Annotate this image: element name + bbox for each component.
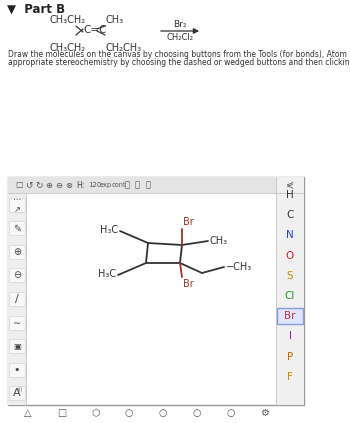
Text: ⊕: ⊕: [45, 181, 52, 190]
Bar: [9, 316, 25, 330]
Bar: [8, 177, 304, 405]
Text: P: P: [287, 352, 293, 362]
Text: Br₂: Br₂: [173, 20, 187, 29]
Text: H₃C: H₃C: [98, 269, 116, 279]
Text: 120: 120: [88, 182, 101, 188]
Text: ⤢: ⤢: [146, 181, 151, 190]
Text: ↻: ↻: [35, 181, 42, 190]
Text: H:: H:: [76, 181, 84, 190]
Bar: [8, 177, 304, 193]
Text: ⋯
↗: ⋯ ↗: [13, 195, 21, 214]
Text: CH₃CH₂: CH₃CH₂: [50, 15, 86, 25]
Text: ⓘ: ⓘ: [125, 181, 130, 190]
Text: C=C: C=C: [83, 25, 106, 35]
Text: (i): (i): [18, 387, 22, 392]
Text: CH₃CH₂: CH₃CH₂: [50, 43, 86, 53]
Text: CH₃: CH₃: [105, 15, 123, 25]
Bar: [9, 221, 25, 235]
Text: CH₂CH₃: CH₂CH₃: [105, 43, 141, 53]
Text: ⊖: ⊖: [13, 270, 21, 280]
Bar: [9, 269, 25, 283]
Text: I: I: [288, 331, 292, 341]
Bar: [9, 245, 25, 259]
Text: Br: Br: [183, 217, 194, 227]
Text: Draw the molecules on the canvas by choosing buttons from the Tools (for bonds),: Draw the molecules on the canvas by choo…: [8, 50, 347, 59]
Text: ⬡: ⬡: [91, 408, 100, 418]
Text: ∼: ∼: [13, 318, 21, 327]
Text: ☐: ☐: [15, 181, 22, 190]
Text: N: N: [286, 231, 294, 240]
Text: ✎: ✎: [13, 223, 21, 233]
Text: □: □: [57, 408, 66, 418]
Text: F: F: [287, 372, 293, 382]
Text: CH₂Cl₂: CH₂Cl₂: [167, 33, 194, 42]
Text: ↺: ↺: [25, 181, 33, 190]
Bar: [9, 198, 25, 212]
Text: ⊗: ⊗: [65, 181, 72, 190]
Text: Br: Br: [183, 279, 194, 289]
Text: H₃C: H₃C: [100, 225, 118, 235]
Text: Cl: Cl: [285, 291, 295, 301]
Text: exp: exp: [100, 182, 112, 188]
Text: ○: ○: [193, 408, 201, 418]
Text: /: /: [15, 294, 19, 304]
Bar: [8, 193, 26, 405]
Text: S: S: [287, 271, 293, 281]
Text: ⊖: ⊖: [55, 181, 62, 190]
Bar: [277, 308, 303, 324]
Bar: [9, 339, 25, 353]
Text: A: A: [13, 388, 21, 398]
Text: ○: ○: [226, 408, 234, 418]
Text: ▣: ▣: [13, 342, 21, 351]
Text: CH₃: CH₃: [210, 236, 228, 246]
Text: H: H: [286, 190, 294, 200]
Text: ▼  Part B: ▼ Part B: [7, 3, 65, 16]
Text: ○: ○: [159, 408, 167, 418]
Text: ⋞: ⋞: [286, 180, 294, 190]
Text: cont: cont: [112, 182, 127, 188]
Bar: [9, 363, 25, 376]
Text: ○: ○: [125, 408, 133, 418]
Bar: [9, 386, 25, 400]
Text: O: O: [286, 250, 294, 261]
Text: ⊕: ⊕: [13, 247, 21, 257]
Bar: [276, 177, 304, 405]
Text: ⚙: ⚙: [260, 408, 268, 418]
Bar: [9, 292, 25, 306]
Text: ❓: ❓: [135, 181, 140, 190]
Text: C: C: [286, 210, 294, 220]
Text: −CH₃: −CH₃: [226, 262, 252, 272]
Text: △: △: [24, 408, 32, 418]
Text: •: •: [14, 365, 20, 375]
Text: Br: Br: [284, 311, 296, 321]
Text: appropriate stereochemistry by choosing the dashed or wedged buttons and then cl: appropriate stereochemistry by choosing …: [8, 58, 350, 67]
